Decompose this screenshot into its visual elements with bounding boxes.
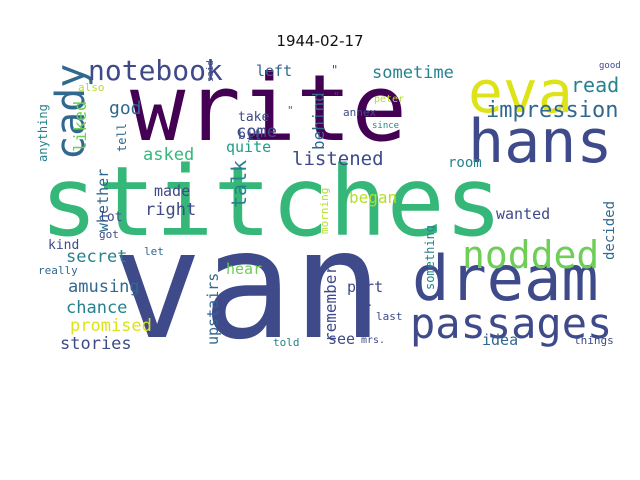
word-stitches: stitches [40,146,502,258]
word-annex: annex [343,106,376,119]
word-lot: lot [99,210,122,225]
word-said: said [206,60,216,82]
word-last: last [376,310,403,323]
word-come: come [236,122,277,142]
word-impression: impression [486,98,618,123]
word-right: right [145,200,196,220]
word-take: take [238,110,269,125]
word-also: also [78,81,105,94]
word-cady: cady [48,64,94,160]
word-part: part [347,278,383,296]
word-promised: promised [70,316,152,336]
word-bit: bit [238,128,261,143]
word-wanted: wanted [496,205,550,223]
word-chance: chance [66,298,127,318]
word-secret: secret [66,247,127,267]
word-got: got [99,228,119,241]
word-passages: passages [410,299,612,348]
word-quote: " [287,104,294,117]
word-listened: listened [292,148,384,170]
word-tell: tell [115,123,129,152]
word-nodded: nodded [462,233,599,277]
word-idea: idea [482,331,518,349]
word-told: told [273,336,300,349]
word-write: write [130,55,407,162]
word-eva: eva [468,58,573,126]
word-d: d. [360,296,373,309]
word-stories: stories [60,334,132,354]
word-hans: hans [468,107,613,177]
word-amusing: amusing [68,277,140,297]
word-dream: dream [412,242,599,315]
word-peter: peter [374,94,404,105]
word-notebook: notebook [88,54,223,87]
word-room: room [448,155,482,171]
word-mrs: mrs. [361,335,385,346]
word-read: read [571,73,619,97]
word-upstairs: upstairs [204,273,222,345]
word-left: left [256,62,292,80]
word-asked: asked [143,145,194,165]
word-quote: " [333,90,340,103]
word-talk: talk [227,160,251,208]
word-good: good [599,61,621,71]
word-liked: liked [71,101,91,152]
word-god: god [109,98,142,119]
word-decided: decided [602,201,618,260]
word-made: made [154,182,190,200]
word-something: something [423,225,437,290]
word-quite: quite [226,138,271,156]
word-morning: morning [318,188,331,234]
word-since: since [372,121,399,131]
word-kind: kind [48,238,79,253]
word-anything: anything [36,104,50,162]
word-really: really [38,264,78,277]
word-quote: " [331,63,338,77]
chart-title: 1944-02-17 [276,32,364,50]
word-see: see [328,330,355,348]
word-whether: whether [94,169,112,232]
word-remember: remember [321,265,340,342]
word-behind: behind [309,92,328,150]
word-sometime: sometime [372,63,454,83]
word-hear: hear [226,260,262,278]
word-van: van [112,199,383,373]
word-things: things [574,334,614,347]
word-began: began [349,188,397,207]
word-let: let [144,245,164,258]
